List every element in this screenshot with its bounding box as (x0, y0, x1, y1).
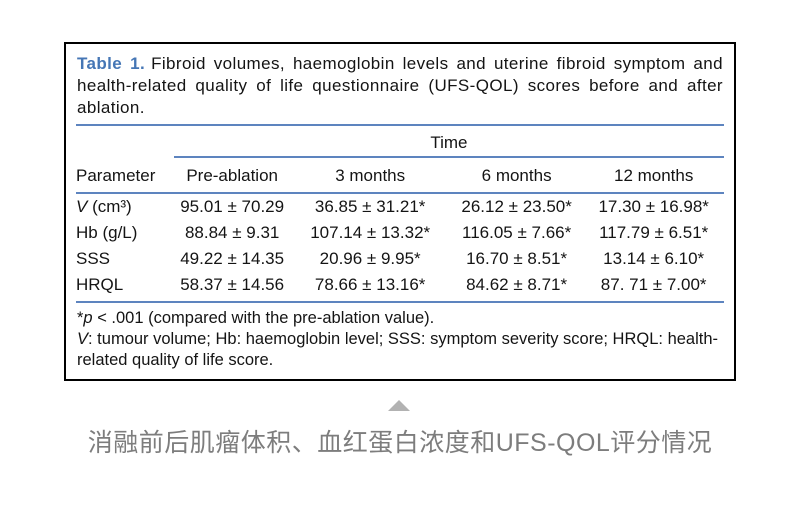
row-label-haemoglobin: Hb (g/L) (76, 223, 138, 242)
cell-value: 88.84 ± 9.31 (184, 223, 280, 242)
time-spanner-spacer (76, 127, 174, 157)
cell-value: 107.14 ± 13.32* (310, 223, 431, 242)
footnote-abbreviations: V: tumour volume; Hb: haemoglobin level;… (77, 330, 719, 369)
col-header-6-months: 6 months (449, 157, 584, 194)
cell-value: 17.30 ± 16.98* (598, 197, 709, 216)
results-table: Time Parameter Pre-ablation 3 months 6 m… (76, 127, 724, 303)
row-label-volume: V (cm³) (76, 197, 132, 216)
cell-value: 16.70 ± 8.51* (466, 249, 568, 268)
col-header-12-months: 12 months (583, 157, 724, 194)
cell-value: 49.22 ± 14.35 (180, 249, 285, 268)
chinese-caption: 消融前后肌瘤体积、血红蛋白浓度和UFS-QOL评分情况 (87, 429, 713, 457)
cell-value: 116.05 ± 7.66* (462, 223, 572, 242)
cell-value: 26.12 ± 23.50* (461, 197, 572, 216)
cell-value: 84.62 ± 8.71* (449, 272, 584, 303)
col-header-3-months: 3 months (290, 157, 450, 194)
column-header-row: Parameter Pre-ablation 3 months 6 months… (76, 157, 724, 194)
table-row-sss: SSS 49.22 ± 14.35 20.96 ± 9.95* 16.70 ± … (76, 246, 724, 272)
table-row-hrql: HRQL 58.37 ± 14.56 78.66 ± 13.16* 84.62 … (76, 272, 724, 303)
footnote-significance: *p < .001 (compared with the pre-ablatio… (77, 309, 435, 327)
cell-value: 58.37 ± 14.56 (173, 272, 291, 303)
cell-value: 13.14 ± 6.10* (603, 249, 705, 268)
cell-value: 117.79 ± 6.51* (599, 223, 709, 242)
triangle-up-icon (388, 400, 410, 411)
cell-value: 78.66 ± 13.16* (290, 272, 450, 303)
table-label: Table 1. (77, 54, 146, 73)
table-title: Table 1. Fibroid volumes, haemoglobin lev… (76, 51, 724, 126)
time-spanner-header: Time (173, 127, 724, 158)
row-label-sss: SSS (76, 249, 111, 268)
time-spanner-row: Time (76, 127, 724, 158)
table-row-volume: V (cm³) 95.01 ± 70.29 36.85 ± 31.21* 26.… (76, 193, 724, 220)
cell-value: 87. 71 ± 7.00* (583, 272, 724, 303)
col-header-parameter: Parameter (76, 157, 174, 194)
table-footnotes: *p < .001 (compared with the pre-ablatio… (76, 308, 724, 371)
cell-value: 95.01 ± 70.29 (180, 197, 285, 216)
row-label-hrql: HRQL (76, 272, 174, 303)
col-header-pre-ablation: Pre-ablation (173, 157, 291, 194)
table-title-text: Fibroid volumes, haemoglobin levels and … (77, 54, 723, 117)
table-figure: Table 1. Fibroid volumes, haemoglobin lev… (64, 42, 736, 381)
table-row-haemoglobin: Hb (g/L) 88.84 ± 9.31 107.14 ± 13.32* 11… (76, 220, 724, 246)
cell-value: 20.96 ± 9.95* (319, 249, 421, 268)
cell-value: 36.85 ± 31.21* (314, 197, 426, 216)
